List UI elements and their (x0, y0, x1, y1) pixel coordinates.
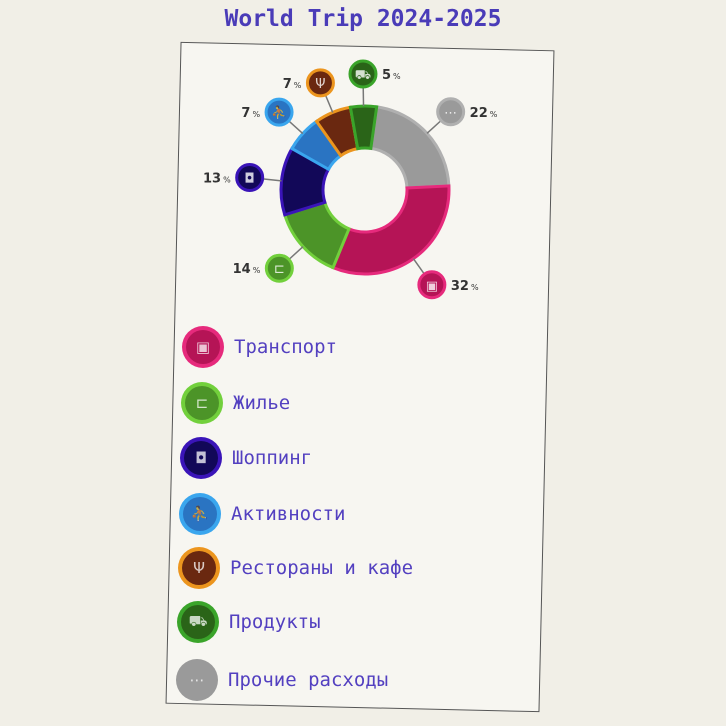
legend-label: Прочие расходы (228, 669, 389, 691)
percent-unit: % (490, 110, 498, 119)
bed-icon: ⊏ (185, 386, 219, 420)
running-icon: ⛹ (183, 497, 217, 531)
donut-slice (331, 184, 451, 276)
donut-slice (348, 104, 379, 151)
callout-line (287, 119, 304, 135)
more-icon: ⋯ (444, 106, 457, 121)
legend-label: Рестораны и кафе (230, 557, 414, 579)
more-icon: ⋯ (180, 663, 214, 697)
bus-icon: ▣ (426, 279, 438, 294)
cart-icon: ⛟ (355, 68, 371, 83)
callout-badge (348, 59, 378, 89)
callout-badge (264, 253, 294, 283)
cart-icon: ⛟ (181, 605, 215, 639)
donut-slice (369, 105, 451, 190)
percent-label: 13% (203, 171, 231, 186)
percent-unit: % (471, 283, 479, 292)
legend-item: ⋯ Прочие расходы (180, 660, 388, 700)
legend-item: ⛹ Активности (183, 494, 345, 534)
percent-value: 7 (241, 106, 250, 121)
percent-unit: % (252, 110, 260, 119)
percent-unit: % (393, 72, 401, 81)
callout-line (261, 178, 282, 182)
percent-unit: % (223, 175, 231, 184)
legend-label: Транспорт (234, 336, 337, 358)
percent-value: 32 (451, 279, 469, 294)
legend-item: ⛟ Продукты (181, 602, 321, 642)
percent-label: 7% (241, 106, 260, 121)
legend-label: Продукты (229, 611, 321, 633)
running-icon: ⛹ (271, 104, 287, 121)
callout-badge (305, 68, 335, 98)
callout-line (426, 119, 443, 134)
percent-label: 14% (233, 262, 261, 277)
fork-knife-icon: Ψ (182, 551, 216, 585)
chart-title: World Trip 2024-2025 (224, 6, 502, 32)
callout-badge (235, 162, 265, 192)
legend-label: Шоппинг (232, 447, 313, 469)
percent-value: 7 (283, 77, 292, 92)
percent-value: 14 (233, 262, 251, 277)
percent-unit: % (294, 81, 302, 90)
legend-label: Жилье (233, 392, 291, 414)
percent-label: 22% (470, 106, 498, 121)
percent-unit: % (253, 266, 261, 275)
percent-value: 13 (203, 171, 221, 186)
callout-line (412, 258, 426, 276)
bed-icon: ⊏ (274, 262, 285, 277)
callout-line (324, 93, 334, 113)
shopping-bag-icon: ◘ (184, 441, 218, 475)
percent-label: 7% (283, 77, 302, 92)
shopping-bag-icon: ◘ (245, 171, 255, 186)
legend-item: ◘ Шоппинг (184, 438, 312, 478)
callout-badge (417, 270, 447, 300)
legend-item: ▣ Транспорт (186, 327, 337, 367)
callout-badge (264, 97, 294, 127)
bus-icon: ▣ (186, 330, 220, 364)
percent-label: 5% (382, 68, 401, 83)
percent-value: 22 (470, 106, 488, 121)
legend-item: ⊏ Жилье (185, 383, 290, 423)
legend-item: Ψ Рестораны и кафе (182, 548, 413, 588)
callout-badge (436, 97, 466, 127)
percent-value: 5 (382, 68, 391, 83)
legend-label: Активности (231, 503, 346, 525)
callout-line (287, 246, 304, 261)
percent-label: 32% (451, 279, 479, 294)
fork-knife-icon: Ψ (315, 77, 325, 92)
